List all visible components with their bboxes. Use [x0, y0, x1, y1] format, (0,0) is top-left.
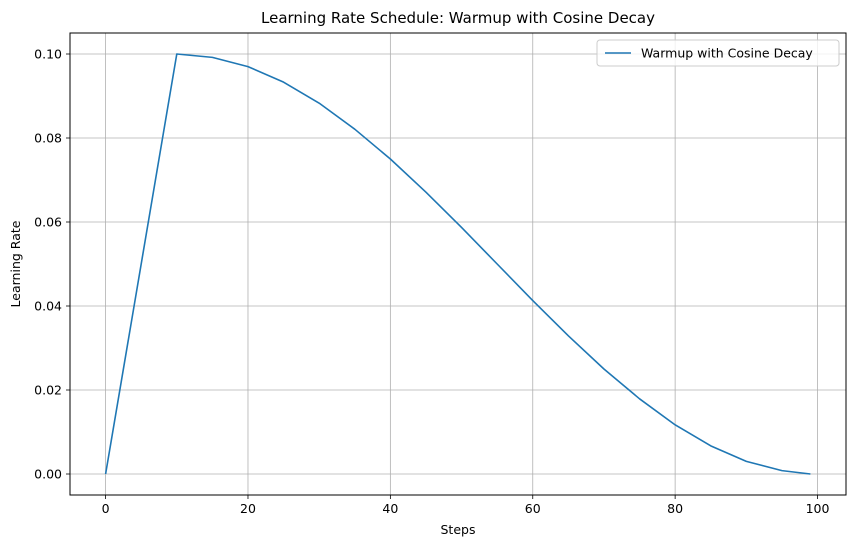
grid-lines [70, 33, 846, 495]
y-tick-label: 0.08 [34, 131, 62, 146]
legend-box [596, 39, 840, 67]
y-tick-label: 0.06 [34, 215, 62, 230]
plot-frame [69, 32, 847, 496]
y-tick-label: 0.00 [34, 467, 62, 482]
axis-ticks: 0 20 40 60 80 100 0.00 0.02 0.04 0.06 0.08 0.10 [34, 47, 829, 517]
x-tick-label: 0 [102, 501, 110, 516]
y-tick-label: 0.10 [34, 47, 62, 62]
y-tick-label: 0.04 [34, 299, 62, 314]
x-tick-label: 80 [667, 501, 683, 516]
series-line-warmup-cosine [104, 53, 811, 475]
x-tick-label: 40 [382, 501, 398, 516]
x-tick-label: 60 [525, 501, 541, 516]
plot-data [104, 53, 811, 475]
chart-title: Learning Rate Schedule: Warmup with Cosi… [261, 9, 655, 27]
legend-label-warmup-cosine: Warmup with Cosine Decay [641, 46, 813, 61]
x-tick-label: 20 [240, 501, 256, 516]
x-tick-label: 100 [806, 501, 830, 516]
y-tick-label: 0.02 [34, 383, 62, 398]
x-axis-label: Steps [441, 522, 476, 537]
y-axis-label: Learning Rate [8, 220, 23, 307]
legend: Warmup with Cosine Decay [596, 39, 840, 67]
